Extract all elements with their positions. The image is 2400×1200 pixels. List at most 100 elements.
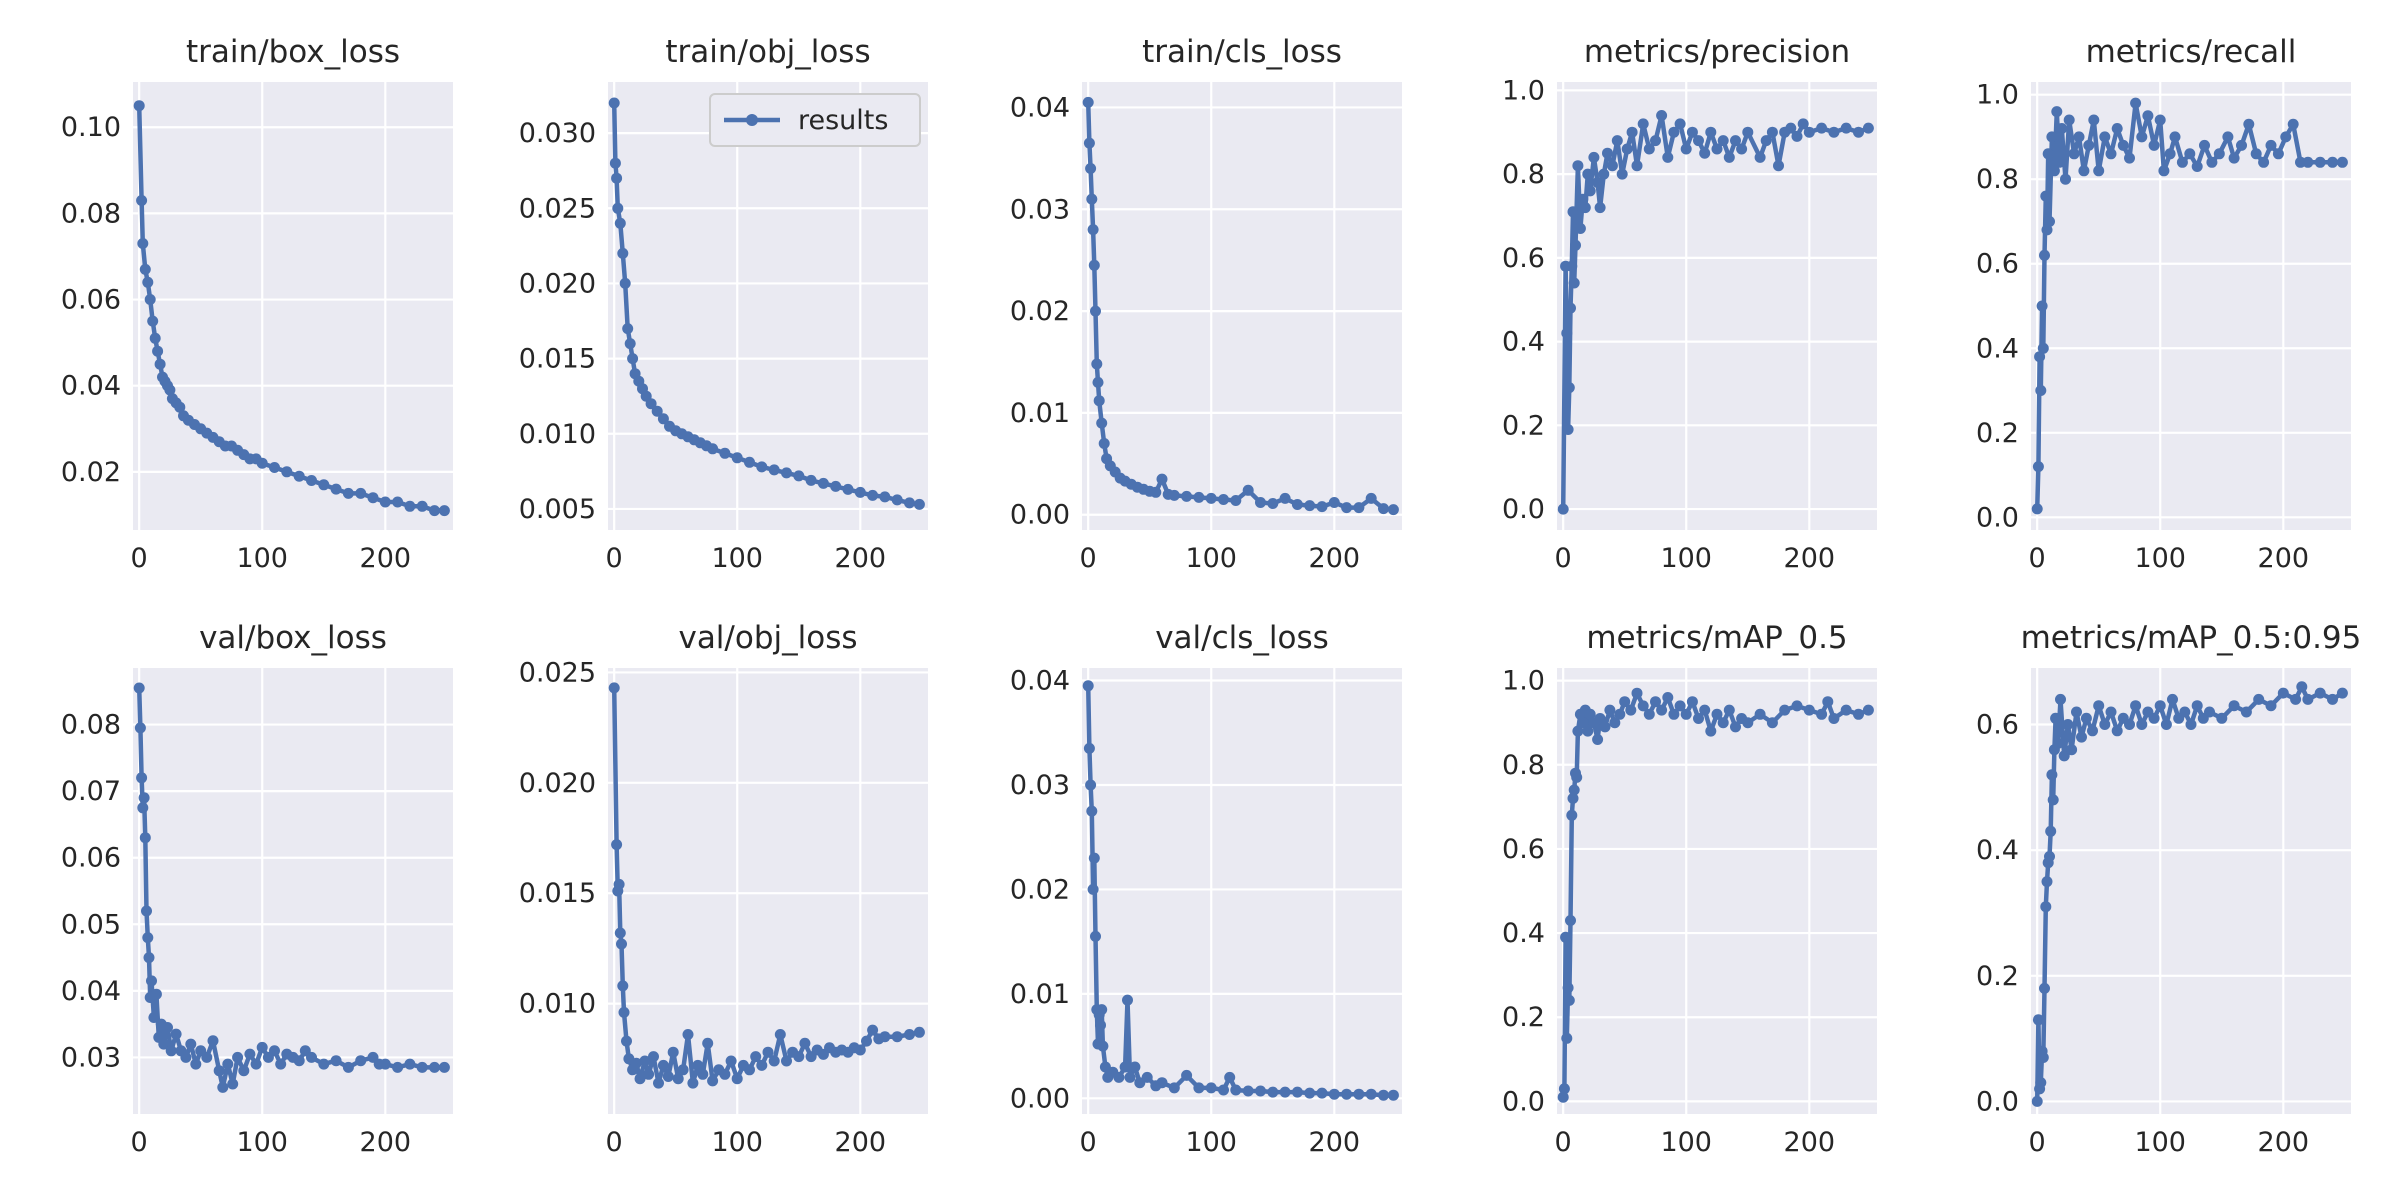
metrics-map-0-5-data-point	[1599, 721, 1611, 733]
metrics-precision-data-point	[1662, 151, 1674, 163]
metrics-map-0-5-data-point	[1560, 931, 1572, 943]
chart-train-cls-loss: 0 100 200 0.00 0.01 0.02 0.03 0.04 train/cls_los…	[1010, 34, 1402, 574]
metrics-recall-data-point	[2048, 165, 2060, 177]
train-cls-loss-data-point	[1085, 163, 1097, 174]
val-box-loss-data-point	[429, 1061, 440, 1073]
val-box-loss-y-tick-label: 0.03	[61, 1042, 121, 1073]
train-cls-loss-data-point	[1316, 501, 1328, 513]
metrics-map-0-5-data-point	[1840, 704, 1852, 716]
metrics-map-0-5-data-point	[1668, 708, 1680, 720]
metrics-map-0-5-data-point	[1822, 696, 1834, 708]
metrics-recall-data-point	[2044, 216, 2055, 227]
val-obj-loss-data-point	[617, 980, 629, 992]
metrics-precision-data-point	[1723, 151, 1735, 163]
train-cls-loss-data-point	[1168, 489, 1180, 501]
val-obj-loss-data-point	[744, 1064, 755, 1076]
metrics-precision-data-point	[1557, 503, 1569, 515]
train-box-loss-data-point	[269, 462, 280, 473]
val-obj-loss-data-point	[879, 1031, 891, 1043]
metrics-recall-y-tick-label: 1.0	[1976, 80, 2019, 111]
metrics-map-0-5-data-point	[1828, 713, 1840, 724]
metrics-recall-data-point	[2032, 461, 2044, 473]
metrics-map-0-5-0-95-data-point	[2228, 700, 2240, 712]
metrics-precision-data-point	[1602, 147, 1613, 159]
val-box-loss-data-point	[250, 1058, 262, 1070]
train-cls-loss-data-point	[1205, 492, 1217, 504]
metrics-map-0-5-0-95-data-point	[2124, 719, 2135, 730]
metrics-precision-data-point	[1754, 151, 1766, 163]
metrics-map-0-5-0-95-data-point	[2035, 1077, 2047, 1089]
train-cls-loss-plot-area	[1082, 82, 1402, 530]
val-cls-loss-title: val/cls_loss	[1155, 620, 1329, 656]
metrics-precision-data-point	[1828, 126, 1840, 138]
metrics-map-0-5-0-95-data-point	[2290, 693, 2302, 705]
metrics-map-0-5-data-point	[1730, 721, 1741, 733]
metrics-map-0-5-data-point	[1572, 725, 1584, 737]
val-cls-loss-data-point	[1193, 1082, 1205, 1094]
val-box-loss-x-tick-label: 100	[236, 1127, 288, 1158]
val-box-loss-data-point	[180, 1051, 192, 1063]
train-box-loss-x-tick-label: 100	[236, 543, 288, 574]
train-cls-loss-data-point	[1218, 494, 1229, 505]
metrics-map-0-5-0-95-data-point	[2046, 769, 2058, 781]
val-cls-loss-data-point	[1156, 1077, 1168, 1089]
val-box-loss-data-point	[404, 1058, 416, 1070]
train-box-loss-data-point	[379, 496, 391, 508]
train-obj-loss-data-point	[611, 172, 623, 184]
metrics-map-0-5-0-95-data-point	[2204, 706, 2215, 718]
train-cls-loss-data-point	[1387, 504, 1399, 516]
metrics-precision-data-point	[1616, 168, 1628, 180]
val-cls-loss-data-point	[1353, 1088, 1365, 1100]
val-obj-loss-data-point	[913, 1026, 925, 1038]
metrics-recall-data-point	[2083, 139, 2095, 151]
metrics-recall-data-point	[2243, 118, 2255, 130]
metrics-map-0-5-0-95-data-point	[2160, 719, 2172, 730]
val-box-loss-data-point	[342, 1061, 354, 1073]
val-box-loss-y-tick-label: 0.07	[61, 776, 121, 807]
val-cls-loss-data-point	[1304, 1087, 1316, 1099]
val-box-loss-data-point	[162, 1022, 173, 1033]
train-obj-loss-data-point	[609, 157, 621, 169]
metrics-precision-data-point	[1693, 135, 1704, 147]
train-box-loss-data-point	[318, 479, 330, 491]
train-cls-loss-data-point	[1096, 417, 1108, 429]
val-box-loss-data-point	[207, 1035, 219, 1047]
val-box-loss-data-point	[146, 975, 157, 987]
metrics-map-0-5-data-point	[1853, 708, 1864, 720]
train-cls-loss-data-point	[1092, 376, 1104, 388]
metrics-recall-data-point	[2068, 148, 2080, 160]
metrics-map-0-5-data-point	[1699, 704, 1711, 716]
val-cls-loss-data-point	[1141, 1071, 1153, 1083]
train-obj-loss-data-point	[854, 486, 866, 498]
val-cls-loss-data-point	[1218, 1084, 1229, 1096]
val-box-loss-data-point	[244, 1048, 256, 1060]
metrics-recall-data-point	[2314, 156, 2326, 168]
train-obj-loss-data-point	[830, 480, 842, 492]
train-obj-loss-y-tick-label: 0.025	[519, 193, 596, 224]
metrics-map-0-5-y-tick-label: 1.0	[1502, 666, 1545, 697]
chart-val-box-loss: 0 100 200 0.03 0.04 0.05 0.06 0.07 0.08 val/box_l…	[61, 620, 453, 1158]
val-cls-loss-data-point	[1242, 1085, 1254, 1097]
train-obj-loss-data-point	[622, 323, 634, 335]
val-cls-loss-data-point	[1119, 1061, 1131, 1073]
chart-metrics-precision: 0 100 200 0.0 0.2 0.4 0.6 0.8 1.0 metrics/precisi…	[1502, 34, 1877, 574]
val-box-loss-data-point	[222, 1058, 234, 1070]
val-box-loss-data-point	[139, 832, 151, 844]
metrics-map-0-5-data-point	[1568, 784, 1580, 796]
metrics-map-0-5-data-point	[1625, 704, 1637, 716]
val-obj-loss-data-point	[611, 839, 623, 851]
train-box-loss-data-point	[136, 195, 148, 206]
metrics-precision-y-tick-label: 0.6	[1502, 243, 1545, 274]
metrics-map-0-5-0-95-data-point	[2066, 744, 2078, 756]
train-cls-loss-data-point	[1086, 193, 1098, 205]
val-obj-loss-data-point	[707, 1075, 719, 1087]
train-obj-loss-x-tick-label: 100	[711, 543, 763, 574]
val-box-loss-data-point	[275, 1058, 287, 1070]
chart-train-obj-loss: 0 100 200 0.005 0.010 0.015 0.020 0.025 0.030 tra…	[519, 34, 928, 574]
metrics-recall-data-point	[2228, 152, 2240, 164]
val-cls-loss-data-point	[1224, 1071, 1236, 1083]
val-box-loss-data-point	[217, 1081, 229, 1093]
val-obj-loss-data-point	[608, 682, 620, 694]
metrics-map-0-5-data-point	[1637, 700, 1649, 712]
metrics-map-0-5-0-95-data-point	[2191, 700, 2203, 712]
